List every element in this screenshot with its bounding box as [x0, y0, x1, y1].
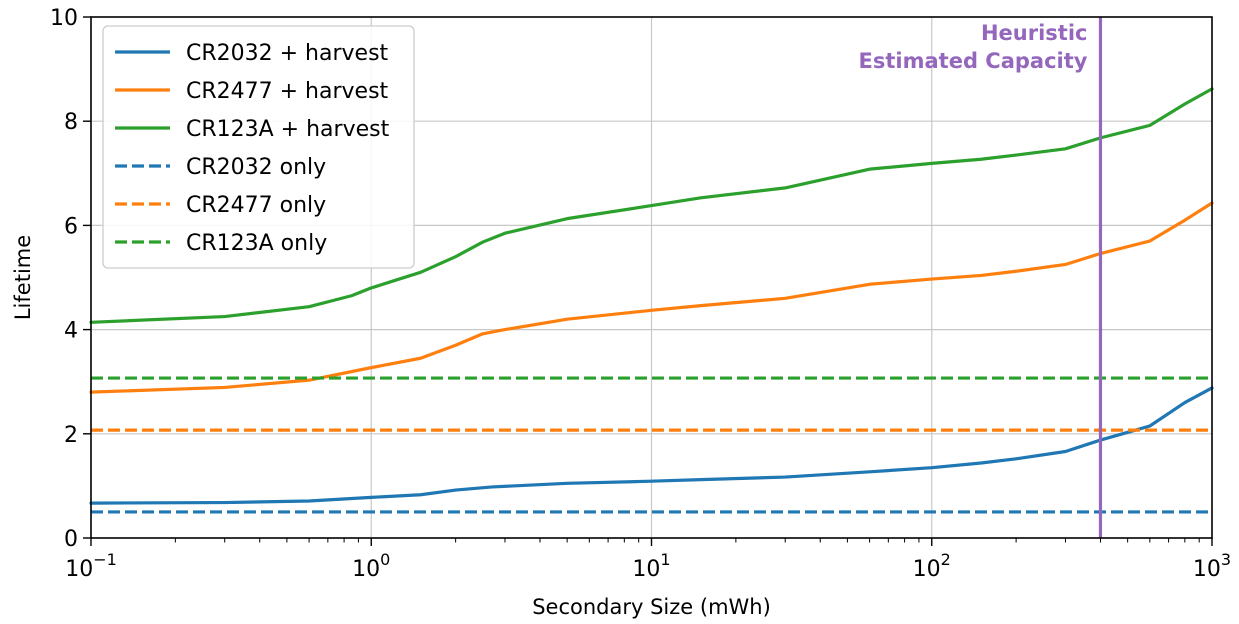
y-tick-label: 6	[64, 214, 78, 239]
y-tick-label: 10	[50, 6, 78, 31]
vline-group: Heuristic Estimated Capacity	[859, 17, 1103, 538]
heuristic-label: Heuristic	[981, 21, 1088, 45]
x-tick-label: 103	[1193, 550, 1231, 582]
legend-box	[102, 25, 415, 269]
series-line-cr2032-harvest	[89, 386, 1214, 505]
series-line-cr2477-harvest	[89, 201, 1214, 394]
estimated-capacity-label: Estimated Capacity	[859, 49, 1088, 73]
legend-label: CR2477 only	[186, 193, 326, 218]
x-tick-label: 102	[913, 550, 951, 582]
y-tick-label: 4	[64, 319, 78, 344]
x-tick-label: 100	[352, 550, 390, 582]
series-line-cr123a-harvest	[89, 87, 1214, 324]
legend: CR2032 + harvest CR2477 + harvest CR123A +…	[102, 25, 415, 269]
x-axis-label: Secondary Size (mWh)	[532, 595, 771, 619]
series-group	[89, 87, 1214, 514]
ticks: 10−1 100 101 102 103 0 2 4 6 8 10	[50, 6, 1231, 582]
legend-label: CR2032 + harvest	[186, 41, 389, 66]
x-tick-label: 10−1	[65, 550, 117, 582]
legend-label: CR2477 + harvest	[186, 79, 389, 104]
y-axis-label: Lifetime	[11, 235, 35, 320]
legend-label: CR2032 only	[186, 155, 326, 180]
y-tick-label: 2	[64, 423, 78, 448]
legend-label: CR123A only	[186, 231, 327, 256]
y-tick-label: 0	[64, 527, 78, 552]
x-tick-label: 101	[632, 550, 670, 582]
y-tick-label: 8	[64, 110, 78, 135]
legend-label: CR123A + harvest	[186, 117, 390, 142]
